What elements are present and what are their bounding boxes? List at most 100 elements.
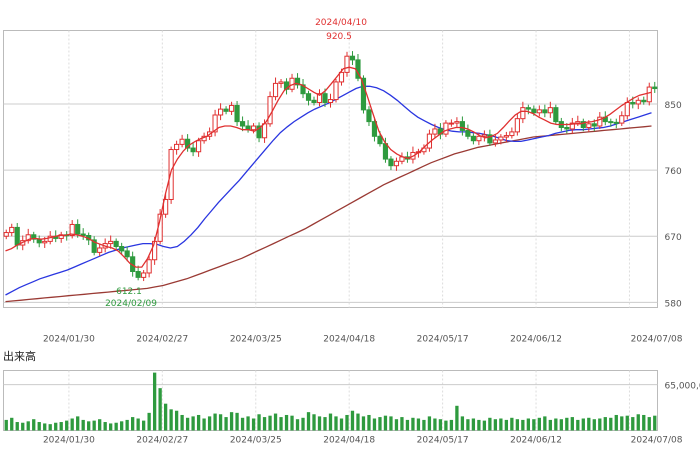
volume-bar <box>174 410 179 431</box>
volume-gridlines <box>3 370 658 431</box>
candle-down <box>300 84 306 95</box>
volume-bar <box>26 421 30 431</box>
volume-bar <box>136 418 140 431</box>
volume-bar <box>427 416 432 431</box>
volume-bar <box>510 417 514 431</box>
volume-bar <box>460 416 465 431</box>
volume-bar <box>141 420 146 431</box>
price-y-ticks: 580 670 760 850 <box>665 101 682 309</box>
volume-bar <box>367 414 371 431</box>
volume-bar <box>152 372 157 431</box>
price-x-ticks: 2024/01/30 2024/02/27 2024/03/25 2024/04/18… <box>43 335 683 345</box>
volume-bar <box>554 418 558 431</box>
volume-bar <box>213 413 217 431</box>
low-annotation: 612.1 2024/02/09 <box>105 287 157 309</box>
volume-bar <box>65 420 69 431</box>
volume-bar <box>262 417 267 431</box>
price-y-tick: 850 <box>665 101 682 111</box>
candle-up <box>514 118 520 133</box>
candle-down <box>382 143 389 160</box>
volume-bar <box>54 422 58 431</box>
candle-down <box>459 121 465 131</box>
volume-bar <box>306 412 311 431</box>
candle-down <box>135 270 141 278</box>
volume-bar <box>191 416 195 431</box>
candle-down <box>234 104 240 123</box>
candle-up <box>250 125 257 131</box>
volume-bar <box>218 414 223 431</box>
candle-down <box>553 107 559 123</box>
candle-up <box>163 198 169 215</box>
candle-down <box>377 135 383 145</box>
price-panel: 580 670 760 850 2024/01/30 2024/02/27 2024/03… <box>3 18 683 345</box>
ma-short-line <box>5 66 652 268</box>
volume-bar <box>224 417 228 431</box>
candle-down <box>487 134 493 144</box>
candle-down <box>91 239 97 253</box>
candle-up <box>597 116 603 127</box>
volume-bar <box>43 423 47 431</box>
candle-up <box>272 82 279 98</box>
candle-up <box>212 114 218 133</box>
volume-bar <box>301 417 305 431</box>
candle-down <box>613 121 619 124</box>
candles <box>3 51 658 282</box>
volume-bar <box>614 414 618 431</box>
price-y-tick: 670 <box>665 233 682 243</box>
candle-up <box>344 55 350 73</box>
volume-panel: 出来高 65,000,0 2024/01/30 2024/02/27 2024/03… <box>3 349 700 446</box>
candle-up <box>454 121 460 124</box>
candle-up <box>168 149 174 200</box>
ma-short-path <box>5 66 652 268</box>
volume-bar <box>636 414 640 431</box>
volume-bar <box>114 422 118 431</box>
volume-bar <box>521 419 525 431</box>
price-x-tick: 2024/01/30 <box>43 335 95 345</box>
candle-up <box>432 128 438 135</box>
volume-bar <box>416 418 421 431</box>
candle-up <box>635 99 641 105</box>
candle-up <box>476 135 482 142</box>
volume-bar <box>548 419 552 431</box>
volume-bar <box>383 415 388 431</box>
volume-bar <box>389 416 393 431</box>
candle-down <box>591 123 597 127</box>
candle-down <box>531 108 537 114</box>
volume-bar <box>15 422 19 431</box>
volume-bar <box>169 409 173 431</box>
volume-bar <box>609 417 613 431</box>
volume-bar <box>131 417 135 431</box>
volume-bar <box>625 415 629 431</box>
candle-up <box>481 134 487 137</box>
volume-bar <box>207 416 212 431</box>
volume-bar <box>246 416 250 431</box>
candle-up <box>47 235 53 242</box>
volume-bar <box>488 417 492 431</box>
volume-bar <box>482 420 487 431</box>
volume-x-tick: 2024/04/18 <box>323 436 375 446</box>
volume-bar <box>515 419 520 431</box>
price-y-tick: 580 <box>665 299 682 309</box>
volume-bar <box>394 419 399 431</box>
candle-down <box>322 93 328 104</box>
price-x-tick: 2024/03/25 <box>230 335 282 345</box>
volume-bar <box>433 418 437 431</box>
volume-bar <box>334 416 338 431</box>
candle-down <box>256 125 262 139</box>
candle-down <box>124 250 130 258</box>
candle-down <box>294 77 301 86</box>
volume-bar <box>268 415 272 431</box>
volume-bar <box>477 419 481 431</box>
candle-down <box>641 99 647 103</box>
candle-up <box>97 247 103 253</box>
candle-down <box>580 121 586 128</box>
volume-bar <box>620 416 624 431</box>
candle-up <box>536 109 542 114</box>
candle-up <box>25 234 31 242</box>
candle-down <box>564 126 570 130</box>
volume-x-tick: 2024/01/30 <box>43 436 95 446</box>
volume-bar <box>455 405 459 431</box>
candle-up <box>146 259 152 274</box>
volume-bar <box>587 417 591 431</box>
volume-x-tick: 2024/07/08 <box>631 436 683 446</box>
